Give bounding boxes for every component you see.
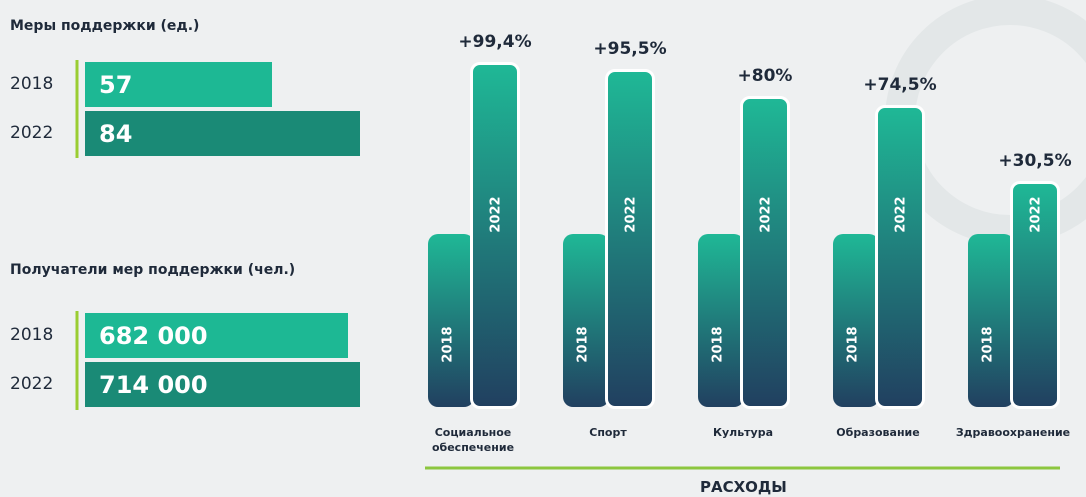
value-label: 84 — [99, 120, 132, 148]
series-label: 2018 — [981, 326, 996, 362]
bar — [875, 105, 925, 409]
chart-title: Меры поддержки (ед.) — [10, 18, 199, 34]
chart-title: РАСХОДЫ — [700, 478, 787, 496]
series-label: 2022 — [759, 196, 774, 232]
category-label: 2022 — [10, 374, 53, 394]
value-label: +95,5% — [580, 39, 680, 59]
bar: 714 000 — [85, 362, 360, 407]
value-label: +99,4% — [445, 32, 545, 52]
bar-base — [563, 234, 609, 407]
value-label: +74,5% — [850, 75, 950, 95]
bar: 57 — [85, 62, 272, 107]
category-label: Спорт — [543, 425, 673, 440]
series-label: 2018 — [846, 326, 861, 362]
value-label: +30,5% — [985, 151, 1085, 171]
chart-title: Получатели мер поддержки (чел.) — [10, 262, 295, 278]
infographic: Меры поддержки (ед.) 2018 57 2022 84 Получате… — [0, 0, 1086, 497]
value-label: 682 000 — [99, 322, 208, 350]
category-label: Образование — [813, 425, 943, 440]
bar: 682 000 — [85, 313, 348, 358]
bar — [740, 96, 790, 409]
series-label: 2022 — [624, 196, 639, 232]
category-label: 2022 — [10, 123, 53, 143]
series-label: 2018 — [441, 326, 456, 362]
value-label: 57 — [99, 71, 132, 99]
bar-base — [428, 234, 474, 407]
bar — [470, 62, 520, 409]
category-label: Здравоохранение — [948, 425, 1078, 440]
bar-base — [968, 234, 1014, 407]
bar — [605, 69, 655, 409]
series-label: 2018 — [711, 326, 726, 362]
bar-base — [833, 234, 879, 407]
category-label: 2018 — [10, 74, 53, 94]
category-label: Культура — [678, 425, 808, 440]
series-label: 2018 — [576, 326, 591, 362]
bar-base — [698, 234, 744, 407]
series-label: 2022 — [489, 196, 504, 232]
bar: 84 — [85, 111, 360, 156]
value-label: 714 000 — [99, 371, 208, 399]
category-label: Социальное обеспечение — [408, 425, 538, 455]
series-label: 2022 — [1029, 196, 1044, 232]
series-label: 2022 — [894, 196, 909, 232]
category-label: 2018 — [10, 325, 53, 345]
value-label: +80% — [715, 66, 815, 86]
